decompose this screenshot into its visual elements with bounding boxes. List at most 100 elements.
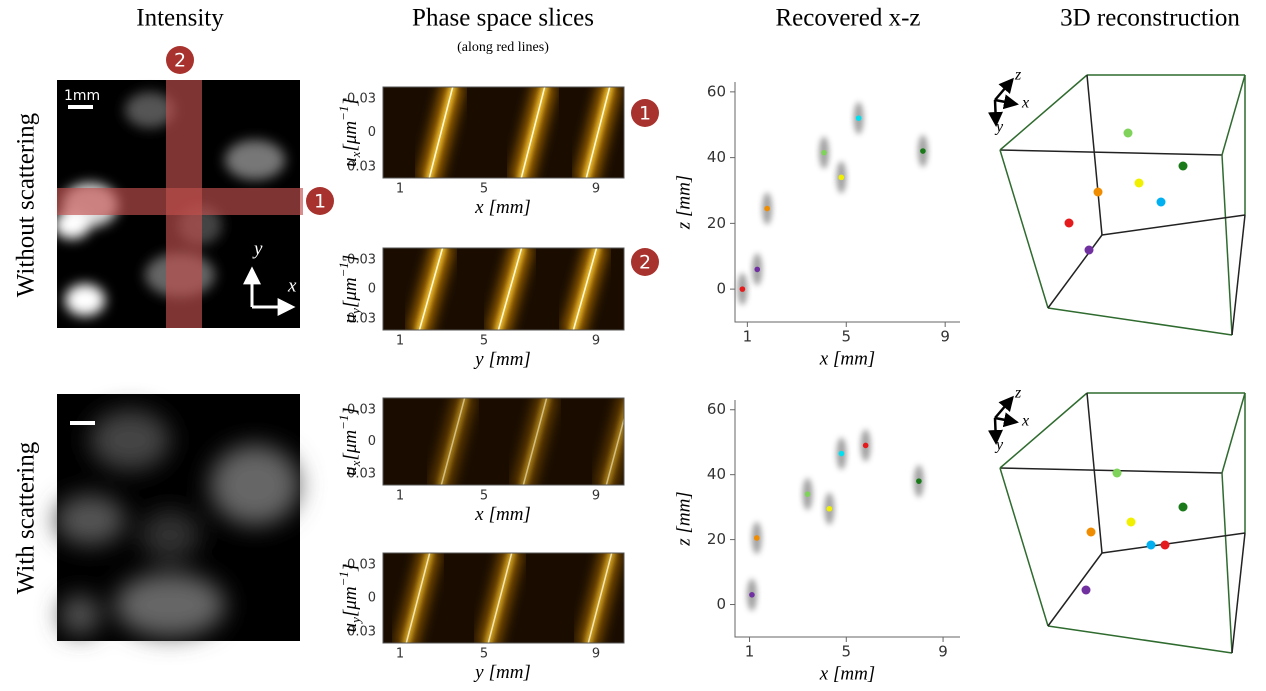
axis-sup: −1 [336,106,351,121]
column-title: Phase space slices [412,5,594,32]
cube-edge [1047,625,1233,654]
x-axis-label: y [mm] [473,662,531,683]
cube-edge [999,467,1049,627]
y-tick-label: 0.03 [347,160,376,175]
stripe-core [405,553,431,643]
cube-edge [999,392,1088,469]
dot-3d [1134,178,1144,188]
triad-label: z [1014,385,1022,402]
triad-label: x [1021,413,1029,430]
row-label: With scattering [13,441,40,594]
point [749,591,755,598]
y-tick-label: -0.03 [342,92,376,107]
y-axis-label: ux[μm−1] [336,407,363,476]
marker-badge [166,46,194,74]
stripe-core [605,416,624,485]
y-axis-label: z [mm] [673,491,694,546]
triad-label: y [994,119,1004,136]
intensity-image: 1mm y x [54,80,303,328]
stripe-core [497,248,523,330]
stripe-core [440,398,466,485]
triad-label: y [994,437,1004,454]
x-tick-label: 9 [940,328,950,346]
axis-letter: x [287,275,297,296]
axis-var: x [474,504,484,525]
scale-bar-label: 1mm [64,88,100,104]
cube-edge [999,149,1223,156]
axis-unit: [μm [340,586,361,617]
y-axis-label: ux[μm−1] [336,98,363,167]
axis-letter: y [252,238,263,259]
y-tick-label: 0.03 [347,312,376,327]
point [804,491,811,497]
x-tick-label: 5 [480,647,488,662]
cube-edge [999,467,1223,474]
dot-3d [1178,502,1188,512]
axis-sup: −1 [336,262,351,277]
triad-arrow [994,412,1019,428]
cube-edge [1047,234,1103,309]
cube-edge [1086,392,1103,554]
row-label: Without scattering [13,112,40,297]
y-tick-label: 40 [707,148,726,166]
marker-badge [631,248,659,276]
triad-label: z [1014,67,1022,84]
x-axis-label: x [mm] [819,348,875,369]
axis-close: ] [340,564,361,572]
point [862,442,869,449]
panel-frame [382,552,625,644]
stripe-core [585,87,611,178]
stripe-core [587,553,613,643]
y-tick-label: 60 [707,400,726,418]
point [920,148,926,154]
x-tick-label: 5 [480,182,488,197]
column-subtitle: (along red lines) [457,40,549,55]
x-tick-label: 5 [842,643,852,661]
stripe-core [572,248,598,330]
point [754,266,761,273]
cube-3d: zxy [988,385,1246,654]
axis-close: ] [340,255,361,263]
cube-edge [1221,472,1233,654]
x-tick-label: 1 [396,334,404,349]
dot-3d [1086,527,1096,537]
panel-frame [382,86,625,179]
marker-number: 2 [639,252,651,274]
axis-var: y [473,662,484,683]
x-tick-label: 9 [592,182,600,197]
intensity-image [55,394,300,641]
y-tick-label: 60 [707,82,726,100]
point [739,286,746,292]
column-title: Recovered x-z [775,5,920,32]
dot-3d [1084,245,1094,255]
point [838,450,845,457]
stripe-core [487,553,513,643]
axis-sub: y [348,308,363,316]
y-tick-label: 0 [368,434,376,449]
point [753,535,760,541]
axis-var: y [473,349,484,370]
cube-edge [1221,392,1246,474]
cube-edge [1101,214,1246,236]
y-axis-label: uy[μm−1] [336,564,363,633]
marker-badge [631,99,659,127]
stripes [429,398,624,485]
axis-var: u [340,623,361,633]
x-axis-label: y [mm] [473,349,531,370]
cube-edge [1086,74,1103,236]
y-tick-label: -0.03 [342,403,376,418]
marker-badge [306,187,334,215]
triad-arrow [994,395,1014,419]
axis-close: ] [340,98,361,106]
axis-close: ] [340,407,361,415]
dot-3d [1123,128,1133,138]
point [916,478,922,484]
cube-edge [1221,154,1233,336]
axis-unit: [μm [340,121,361,152]
cube-edge [1047,307,1233,336]
axis-unit: [μm [340,277,361,308]
